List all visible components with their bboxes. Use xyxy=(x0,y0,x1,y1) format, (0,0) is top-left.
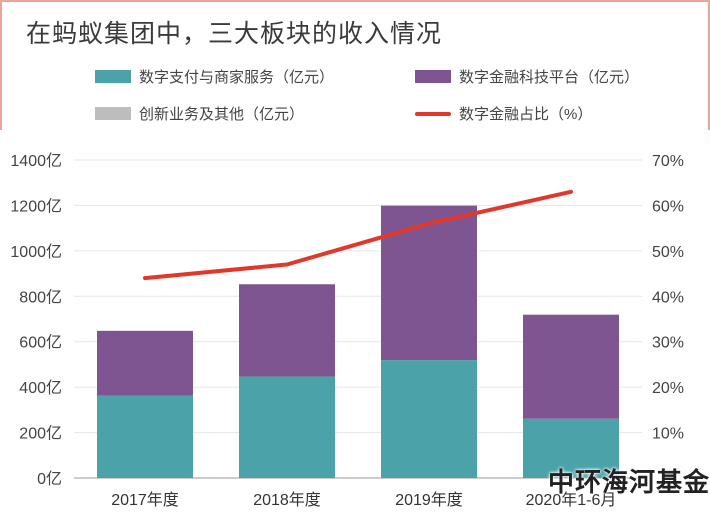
legend-swatch-ratio xyxy=(415,111,451,116)
legend-swatch-payment xyxy=(95,70,131,83)
bar-segment xyxy=(97,395,193,478)
y-left-tick-label: 0亿 xyxy=(37,470,62,488)
legend-swatch-innovation xyxy=(95,107,131,120)
bar-segment xyxy=(523,418,619,478)
x-category-label: 2017年度 xyxy=(111,491,179,509)
watermark-text: 中环海河基金 xyxy=(548,467,710,497)
y-right-tick-label: 60% xyxy=(652,198,684,215)
bar-segment xyxy=(239,376,335,478)
bar-segment xyxy=(381,360,477,478)
ratio-line xyxy=(143,189,573,281)
x-category-label: 2020年1-6月 xyxy=(526,491,617,509)
x-category-label: 2019年度 xyxy=(395,491,463,509)
y-right-tick-label: 20% xyxy=(652,380,684,397)
chart-header-frame xyxy=(0,0,710,130)
legend-item-ratio: 数字金融占比（%） xyxy=(415,103,592,124)
y-left-tick-label: 400亿 xyxy=(19,379,62,397)
legend-label-innovation: 创新业务及其他（亿元） xyxy=(139,106,305,123)
legend-label-ratio: 数字金融占比（%） xyxy=(459,106,593,123)
chart-title: 在蚂蚁集团中，三大板块的收入情况 xyxy=(26,20,443,48)
y-right-tick-label: 50% xyxy=(652,244,684,261)
legend-label-payment: 数字支付与商家服务（亿元） xyxy=(139,69,335,86)
legend-item-fintech: 数字金融科技平台（亿元） xyxy=(415,66,639,87)
x-category-label: 2018年度 xyxy=(253,491,321,509)
y-right-tick-label: 70% xyxy=(652,153,684,170)
legend-swatch-fintech xyxy=(415,70,451,83)
y-left-tick-label: 600亿 xyxy=(19,334,62,352)
legend-label-fintech: 数字金融科技平台（亿元） xyxy=(459,69,640,86)
y-left-tick-label: 1000亿 xyxy=(10,243,62,261)
bar-segment xyxy=(239,284,335,377)
y-left-tick-label: 800亿 xyxy=(19,288,62,306)
bar-segment xyxy=(97,330,193,396)
y-right-tick-label: 10% xyxy=(652,426,684,443)
y-left-tick-label: 1200亿 xyxy=(10,197,62,215)
y-right-tick-label: 30% xyxy=(652,335,684,352)
y-right-tick-label: 40% xyxy=(652,289,684,306)
legend-item-payment: 数字支付与商家服务（亿元） xyxy=(95,66,334,87)
bar-segment xyxy=(523,314,619,419)
y-left-tick-label: 200亿 xyxy=(19,425,62,443)
legend-item-innovation: 创新业务及其他（亿元） xyxy=(95,103,304,124)
bar-segment xyxy=(381,205,477,361)
y-left-tick-label: 1400亿 xyxy=(10,152,62,170)
